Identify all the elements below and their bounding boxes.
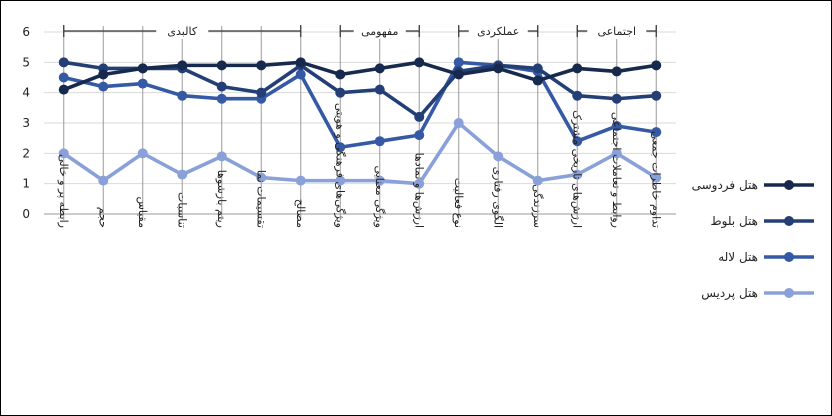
- data-point: [611, 121, 622, 132]
- series-line: [63, 60, 657, 92]
- data-point: [651, 127, 662, 138]
- data-point: [98, 81, 109, 92]
- series-line: [63, 60, 657, 150]
- data-point: [374, 63, 385, 74]
- data-point: [453, 69, 464, 80]
- data-point: [58, 57, 69, 68]
- x-tick-label: ویژگی معنایی: [373, 166, 386, 228]
- legend-label: هتل فردوسی: [692, 178, 758, 193]
- y-tick-label: 0: [22, 207, 30, 221]
- data-point: [295, 57, 306, 68]
- x-tick-label: تداوم خاطرات جمعی: [649, 131, 662, 228]
- y-tick-label: 5: [22, 55, 30, 69]
- group-label: اجتماعی: [597, 25, 636, 38]
- group-label-bg: [468, 22, 528, 39]
- group-label-bg: [587, 22, 647, 39]
- data-point: [216, 81, 227, 92]
- group-label: مفهومی: [361, 25, 398, 38]
- data-point: [532, 63, 543, 74]
- x-tick-label: ویژگی‌های فرهنگی و هویتی: [333, 103, 346, 228]
- data-point: [414, 111, 425, 122]
- x-tick-label: حجم: [96, 207, 109, 228]
- data-point: [651, 60, 662, 71]
- x-tick-label: سرزندگی: [531, 184, 544, 228]
- group-label: کالبدی: [167, 25, 197, 38]
- data-point: [414, 130, 425, 141]
- data-point: [651, 172, 662, 183]
- legend-marker: [784, 252, 794, 262]
- group-label: عملکردی: [477, 25, 519, 38]
- y-tick-label: 1: [22, 177, 30, 191]
- data-point: [177, 90, 188, 101]
- data-point: [58, 148, 69, 159]
- group-label-bg: [353, 22, 406, 39]
- x-tick-label: روابط و تعاملات اجتماعی: [610, 112, 623, 228]
- data-point: [137, 78, 148, 89]
- x-tick-label: ریتم بازشوها: [215, 170, 228, 228]
- data-point: [137, 148, 148, 159]
- x-tick-label: ارزش‌ها و نمادها: [412, 153, 425, 228]
- data-point: [216, 93, 227, 104]
- legend-marker: [784, 288, 794, 298]
- data-point: [295, 175, 306, 186]
- data-point: [572, 90, 583, 101]
- x-tick-label: تقسیمات نما: [254, 170, 267, 228]
- x-tick-label: رابطه پر و خالی: [57, 154, 70, 228]
- x-tick-label: الگوی رفتاری: [491, 167, 504, 228]
- y-tick-label: 2: [22, 146, 30, 160]
- legend-marker: [784, 216, 794, 226]
- data-point: [651, 90, 662, 101]
- data-point: [335, 142, 346, 153]
- legend-marker: [784, 180, 794, 190]
- data-point: [374, 84, 385, 95]
- legend-label: هتل بلوط: [711, 214, 758, 229]
- data-point: [453, 57, 464, 68]
- data-point: [177, 169, 188, 180]
- x-tick-label: تناسبات: [175, 192, 188, 228]
- data-point: [453, 118, 464, 128]
- data-point: [374, 136, 385, 147]
- x-tick-label: نوع فعالیت: [452, 178, 465, 228]
- data-point: [98, 175, 109, 186]
- data-point: [137, 63, 148, 74]
- data-point: [611, 66, 622, 77]
- data-point: [98, 69, 109, 80]
- data-point: [532, 175, 543, 186]
- x-tick-label: مقیاس: [136, 196, 149, 228]
- y-tick-label: 3: [22, 116, 30, 130]
- x-tick-label: مصالح: [294, 199, 307, 228]
- data-point: [177, 60, 188, 71]
- data-point: [335, 87, 346, 98]
- data-point: [611, 148, 622, 159]
- data-point: [58, 72, 69, 83]
- data-point: [611, 93, 622, 104]
- data-point: [335, 69, 346, 80]
- y-tick-label: 6: [22, 25, 30, 39]
- data-point: [216, 151, 227, 162]
- data-point: [335, 175, 346, 186]
- data-point: [493, 63, 504, 74]
- data-point: [256, 172, 267, 183]
- legend-label: هتل پردیس: [701, 286, 758, 301]
- series-line: [62, 121, 658, 186]
- data-point: [256, 60, 267, 71]
- data-point: [572, 169, 583, 180]
- x-tick-label: ارزش‌های تاریخی مشترک: [570, 110, 583, 228]
- data-point: [256, 87, 267, 98]
- data-point: [295, 69, 306, 80]
- data-point: [58, 84, 69, 95]
- data-point: [572, 63, 583, 74]
- legend-label: هتل لاله: [718, 250, 758, 264]
- data-point: [414, 57, 425, 68]
- data-point: [414, 178, 425, 189]
- group-label-bg: [156, 22, 209, 39]
- data-point: [493, 151, 504, 162]
- data-point: [216, 60, 227, 71]
- data-point: [572, 136, 583, 147]
- y-tick-label: 4: [22, 86, 30, 100]
- data-point: [374, 175, 385, 186]
- data-point: [532, 75, 543, 86]
